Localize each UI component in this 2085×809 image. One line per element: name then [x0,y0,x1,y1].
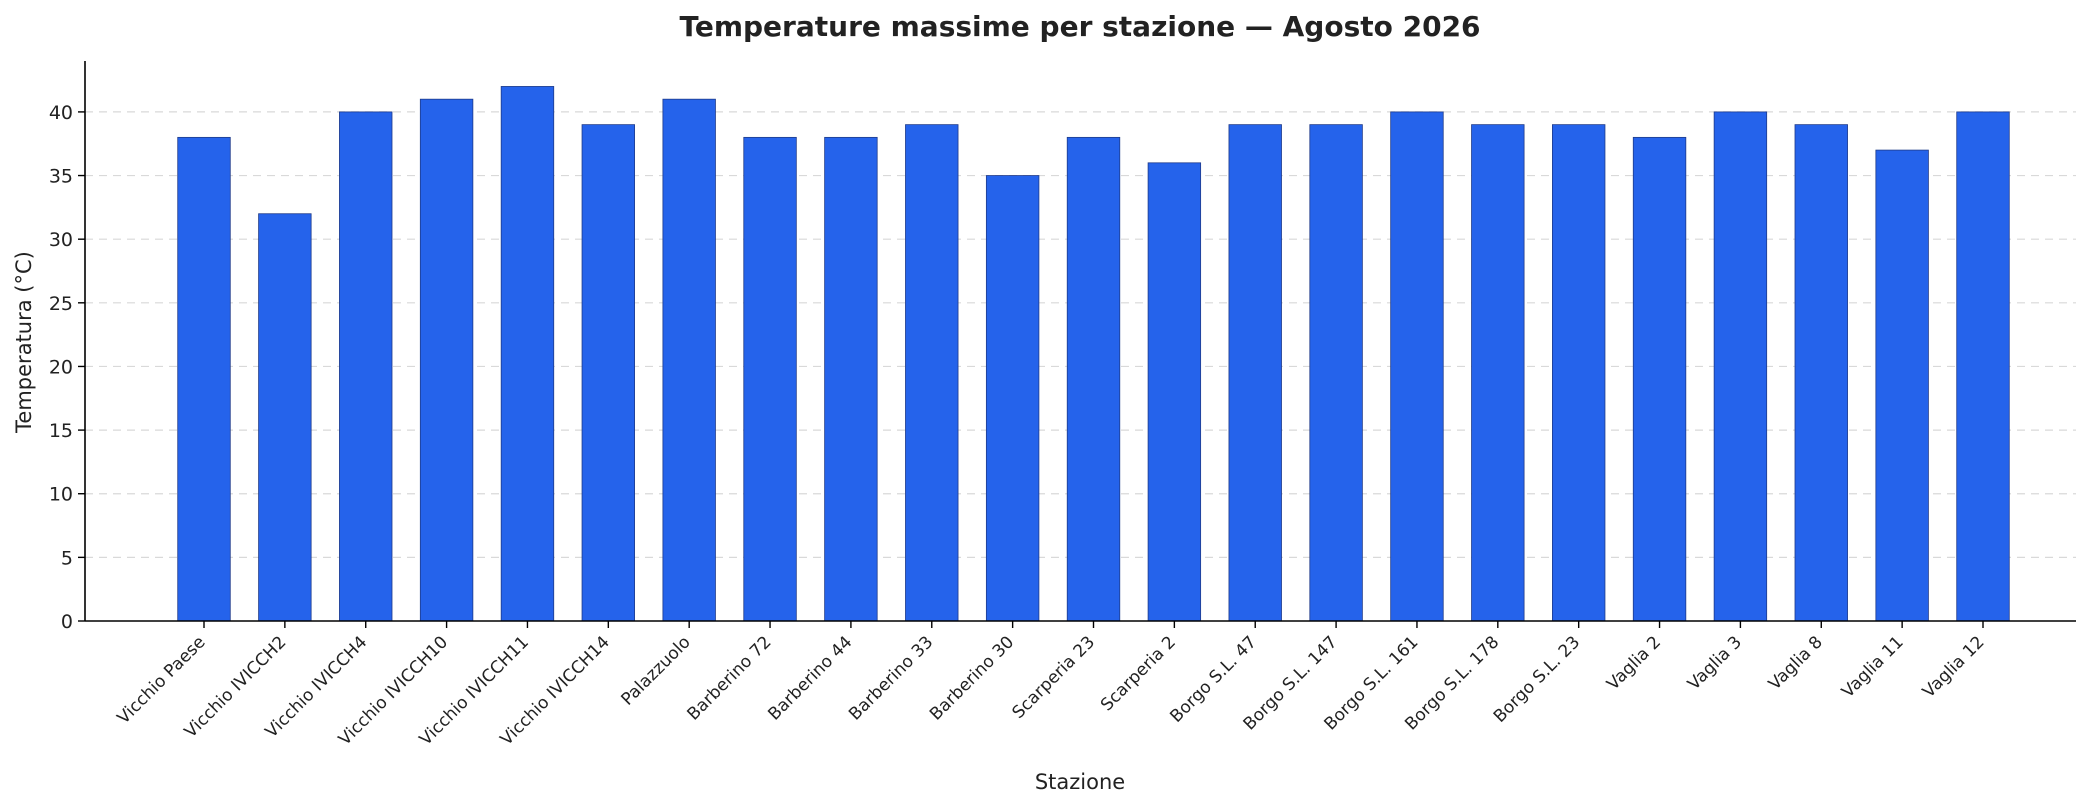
bar [1390,111,1444,622]
x-tick-label: Vaglia 8 [1765,632,1827,694]
bars [177,86,2010,622]
x-tick-label: Barberino 72 [683,632,775,724]
bar [1552,124,1606,622]
bar [339,111,393,622]
y-axis: 0 5 10 15 20 25 30 35 40 [49,102,85,633]
chart-title: Temperature massime per stazione — Agost… [679,10,1480,43]
bar [743,136,797,622]
y-tick-label: 0 [61,611,73,633]
bar [905,124,959,622]
y-tick-label: 10 [49,484,73,506]
x-tick-label: Vaglia 12 [1919,632,1989,702]
bar [1956,111,2010,622]
x-tick-label: Barberino 44 [764,632,856,724]
y-tick-label: 25 [49,293,73,315]
bar [1713,111,1768,622]
x-axis-label: Stazione [1035,770,1125,794]
y-tick-label: 15 [49,420,73,442]
bar [1066,136,1121,622]
y-tick-label: 20 [49,356,73,378]
y-tick-label: 5 [61,547,73,569]
bar [1228,124,1282,622]
x-tick-label: Borgo S.L. 23 [1490,632,1584,726]
bar [258,213,312,622]
bar [177,136,231,622]
bar [581,124,635,622]
y-axis-label: Temperatura (°C) [12,251,36,434]
bar [1632,136,1687,622]
x-tick-label: Palazzuolo [617,632,694,709]
x-tick-label: Vaglia 11 [1838,632,1908,702]
bar [1471,124,1525,622]
y-tick-label: 30 [49,229,73,251]
x-tick-label: Vaglia 2 [1603,632,1665,694]
bar [419,98,474,622]
bar [662,98,716,622]
bar [824,136,878,622]
bar [1147,162,1202,622]
bar [1309,124,1363,622]
bar [1875,149,1929,622]
y-tick-label: 35 [49,166,73,188]
bar [1794,124,1848,622]
x-tick-label: Vaglia 3 [1684,632,1746,694]
bar [500,86,555,622]
bar [985,175,1040,622]
x-tick-label: Barberino 30 [926,632,1018,724]
x-tick-label: Barberino 33 [845,632,937,724]
y-tick-label: 40 [49,102,73,124]
x-tick-label: Scarperia 2 [1097,632,1180,715]
x-tick-label: Scarperia 23 [1009,632,1099,722]
